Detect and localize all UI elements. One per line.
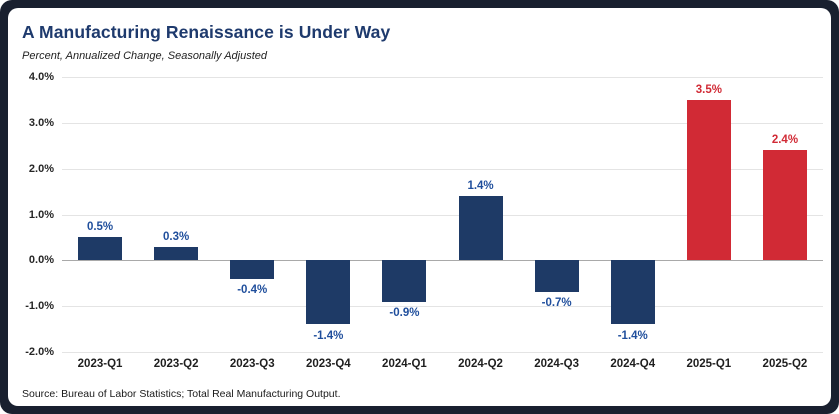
bar-value-label: -0.4% (237, 283, 268, 296)
x-tick-label: 2025-Q1 (686, 358, 732, 370)
gridline (62, 122, 823, 124)
gridline (62, 214, 823, 216)
bar-2023-Q3 (230, 260, 275, 279)
bar-2024-Q3 (534, 260, 579, 293)
bar-value-label: 2.4% (771, 134, 799, 147)
bar-2024-Q4 (610, 260, 655, 325)
bar-chart: 4.0% 3.0% 2.0% 1.0% 0.0% -1.0% -2.0% 0.5% 0.3% -… (8, 71, 831, 379)
y-axis: 4.0% 3.0% 2.0% 1.0% 0.0% -1.0% -2.0% (8, 71, 54, 358)
bar-value-label: 1.4% (467, 180, 494, 193)
gridline (62, 306, 823, 308)
y-tick-label: 4.0% (28, 71, 54, 83)
bar-2023-Q1 (78, 237, 123, 261)
x-tick-label: 2023-Q4 (305, 358, 351, 370)
page-title: A Manufacturing Renaissance is Under Way (22, 22, 391, 42)
bar-2025-Q2 (762, 150, 807, 261)
x-axis: 2023-Q1 2023-Q2 2023-Q3 2023-Q4 2024-Q1 2024-… (62, 358, 823, 376)
y-tick-label: -2.0% (25, 346, 54, 358)
x-tick-label: 2025-Q2 (762, 358, 808, 370)
plot-area: 0.5% 0.3% -0.4% -1.4% -0.9% 1.4% -0.7% -1.4% 3.5… (62, 77, 823, 353)
chart-subtitle: Percent, Annualized Change, Seasonally A… (22, 50, 268, 62)
gridline (62, 352, 823, 353)
y-tick-label: 2.0% (28, 162, 54, 175)
x-tick-label: 2023-Q3 (229, 358, 275, 370)
bar-2023-Q4 (306, 260, 351, 325)
bar-value-label: 0.5% (86, 221, 114, 234)
x-tick-label: 2023-Q1 (77, 358, 123, 370)
x-tick-label: 2024-Q2 (458, 358, 503, 370)
x-tick-label: 2023-Q2 (153, 358, 199, 370)
bar-2024-Q2 (458, 196, 503, 261)
bar-value-label: 3.5% (695, 83, 722, 96)
zero-gridline (62, 260, 823, 262)
bar-value-label: -1.4% (617, 329, 648, 342)
y-tick-label: 0.0% (28, 254, 54, 267)
bar-value-label: 0.3% (163, 230, 190, 243)
x-tick-label: 2024-Q3 (534, 358, 580, 370)
bar-value-label: -0.9% (389, 306, 420, 319)
bar-2023-Q2 (154, 246, 199, 261)
x-tick-label: 2024-Q1 (382, 358, 427, 370)
bar-value-label: -0.7% (541, 297, 572, 310)
bar-value-label: -1.4% (313, 329, 344, 342)
y-tick-label: 1.0% (28, 208, 54, 221)
bar-2024-Q1 (382, 260, 427, 302)
source-note: Source: Bureau of Labor Statistics; Tota… (22, 388, 341, 400)
x-tick-label: 2024-Q4 (610, 358, 656, 370)
y-tick-label: 3.0% (28, 116, 54, 129)
gridline (62, 168, 823, 170)
bar-2025-Q1 (686, 99, 731, 261)
chart-card: A Manufacturing Renaissance is Under Way… (8, 8, 831, 406)
y-tick-label: -1.0% (25, 300, 54, 313)
gridline (62, 77, 823, 78)
